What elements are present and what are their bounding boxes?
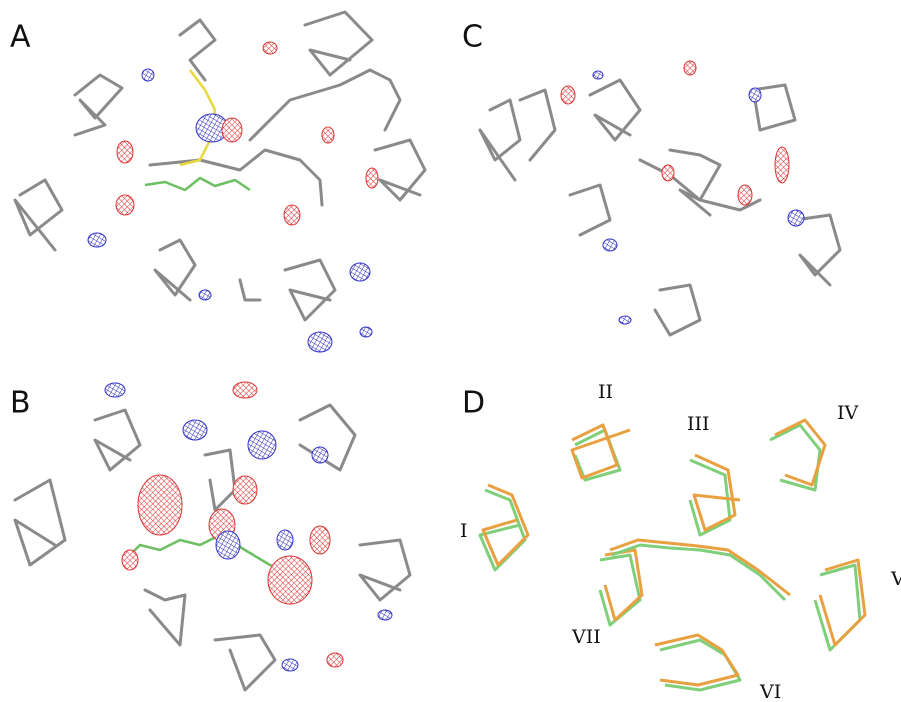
helix-trace [815,565,860,650]
density-mesh [738,185,752,205]
density-mesh [183,420,207,440]
helix-trace [655,635,738,685]
panel-d-structure [480,420,865,690]
density-mesh [561,86,575,104]
density-mesh [308,332,332,352]
helix-trace [15,480,65,565]
density-mesh [603,239,617,251]
helix-trace [150,150,322,205]
density-mesh [88,233,106,247]
panel-b-structure [15,382,410,690]
panel-label: A [10,20,31,55]
density-mesh [360,327,372,337]
helix-trace [285,260,335,320]
helix-label: IV [837,402,859,424]
helix-trace [75,75,122,135]
helix-trace [145,590,185,645]
density-mesh [788,210,804,226]
density-mesh [378,610,392,620]
density-mesh [248,431,276,459]
density-mesh [749,88,761,102]
density-mesh [222,118,242,142]
density-mesh [277,530,293,550]
helix-label: VII [571,626,601,648]
density-mesh [662,165,674,181]
helix-label: VI [759,681,781,702]
density-mesh [619,316,631,324]
density-mesh [322,127,334,143]
density-mesh [138,475,182,535]
helix-trace [300,405,355,470]
density-mesh [105,383,125,397]
density-mesh [327,653,343,667]
helix-trace [795,215,840,285]
helix-trace [360,540,410,600]
helix-trace [95,410,140,470]
density-mesh [199,290,211,300]
density-mesh [116,195,134,215]
panel-a-structure [15,12,425,352]
density-mesh [350,263,370,281]
helix-trace [305,12,372,75]
helix-trace [215,635,275,690]
helix-trace [240,280,260,300]
density-mesh [142,69,154,81]
helix-label: III [687,413,710,435]
density-mesh [775,147,789,183]
helix-trace [180,20,215,80]
density-mesh [233,476,257,504]
helix-trace [205,450,235,510]
panel-label: B [10,386,31,421]
density-mesh [117,141,133,163]
helix-trace [155,240,195,300]
density-mesh [366,168,378,188]
density-mesh [263,42,277,54]
helix-label: I [460,520,468,542]
density-mesh [268,556,312,604]
helix-trace [375,140,425,200]
panel-label: D [462,386,485,421]
density-mesh [282,659,298,671]
helix-trace [655,285,700,335]
density-mesh [310,526,330,554]
panel-label: C [462,20,483,55]
helix-trace [520,90,555,160]
helix-label: V [890,568,901,590]
density-mesh [684,61,696,75]
helix-trace [480,100,520,180]
helix-trace [570,185,610,235]
density-mesh [312,447,328,463]
density-mesh [233,382,257,398]
density-mesh [284,205,300,225]
helix-label: II [598,381,613,403]
helix-trace [590,80,640,140]
density-mesh [122,550,138,570]
figure: ABCDIIIIIIIVVVIVII [0,0,901,702]
helix-trace [15,180,62,250]
density-mesh [216,531,240,559]
panel-c-structure [480,61,840,335]
ligand [145,178,250,190]
density-mesh [593,71,603,79]
